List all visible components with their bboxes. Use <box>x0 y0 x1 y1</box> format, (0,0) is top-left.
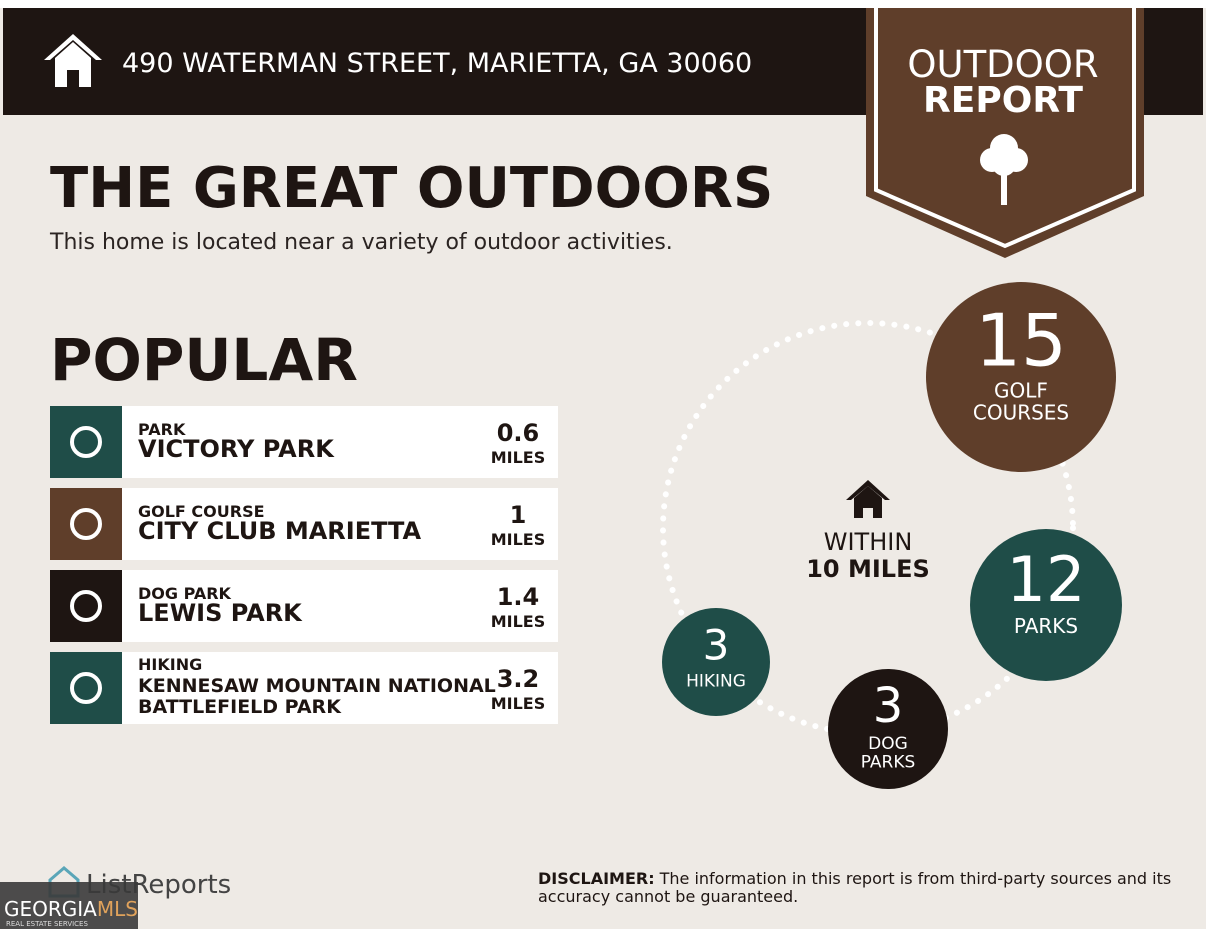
popular-heading: POPULAR <box>50 326 358 394</box>
row-distance: 3.2 <box>497 665 540 693</box>
radius-line2: 10 MILES <box>806 555 930 583</box>
row-category: GOLF COURSE <box>138 502 265 521</box>
disclaimer-label: DISCLAIMER: <box>538 869 655 888</box>
row-icon-bg <box>50 652 122 724</box>
row-bg <box>50 652 558 724</box>
row-bg <box>50 406 558 478</box>
disclaimer-line: The information in this report is from t… <box>659 869 1172 888</box>
row-icon <box>70 672 102 704</box>
radius-line1: WITHIN <box>824 528 913 556</box>
row-distance: 0.6 <box>497 419 540 447</box>
stat-circle <box>662 608 770 716</box>
row-bg <box>50 488 558 560</box>
subtitle: This home is located near a variety of o… <box>49 230 673 255</box>
title: THE GREAT OUTDOORS <box>50 156 773 221</box>
row-name: CITY CLUB MARIETTA <box>138 517 422 545</box>
row-unit: MILES <box>491 612 546 631</box>
address: 490 WATERMAN STREET, MARIETTA, GA 30060 <box>122 48 752 79</box>
row-category: HIKING <box>138 655 202 674</box>
watermark-part2: MLS <box>97 897 138 921</box>
stat-circle <box>926 282 1116 472</box>
row-icon-bg <box>50 570 122 642</box>
stat-count: 3 <box>703 620 730 669</box>
row-icon <box>70 590 102 622</box>
row-name: VICTORY PARK <box>138 435 335 463</box>
badge-line2: REPORT <box>923 80 1083 121</box>
radius-ring <box>660 320 1076 736</box>
row-name: BATTLEFIELD PARK <box>138 696 342 718</box>
row-category: PARK <box>138 420 186 439</box>
stat-label: PARKS <box>861 753 916 773</box>
row-bg <box>50 570 558 642</box>
row-name: KENNESAW MOUNTAIN NATIONAL <box>138 675 496 697</box>
watermark-tagline: REAL ESTATE SERVICES <box>6 920 88 928</box>
row-icon-bg <box>50 488 122 560</box>
home-icon <box>44 34 102 87</box>
radius-home-icon <box>846 480 890 518</box>
badge-outline <box>874 8 1136 249</box>
tree-icon <box>980 134 1028 205</box>
badge-line1: OUTDOOR <box>907 43 1098 86</box>
stat-circle <box>970 529 1122 681</box>
stat-count: 15 <box>975 299 1067 383</box>
stat-circle <box>828 669 948 789</box>
row-unit: MILES <box>491 530 546 549</box>
row-unit: MILES <box>491 694 546 713</box>
stat-label: HIKING <box>686 672 746 692</box>
row-icon-bg <box>50 406 122 478</box>
stat-count: 12 <box>1007 543 1086 616</box>
stat-label: COURSES <box>973 401 1069 425</box>
stat-label: DOG <box>868 734 908 754</box>
row-unit: MILES <box>491 448 546 467</box>
row-distance: 1.4 <box>497 583 540 611</box>
badge <box>866 8 1144 258</box>
stat-label: GOLF <box>994 379 1048 403</box>
row-category: DOG PARK <box>138 584 232 603</box>
row-icon <box>70 508 102 540</box>
stat-label: PARKS <box>1014 614 1078 638</box>
watermark: GEORGIAMLS <box>4 897 138 921</box>
row-distance: 1 <box>510 501 527 529</box>
row-name: LEWIS PARK <box>138 599 303 627</box>
disclaimer-line: accuracy cannot be guaranteed. <box>538 887 798 906</box>
disclaimer: DISCLAIMER: The information in this repor… <box>538 869 1171 888</box>
top-edge <box>0 0 1206 8</box>
watermark-box <box>0 882 138 929</box>
watermark-part1: GEORGIA <box>4 897 97 921</box>
stat-count: 3 <box>873 678 904 734</box>
row-icon <box>70 426 102 458</box>
